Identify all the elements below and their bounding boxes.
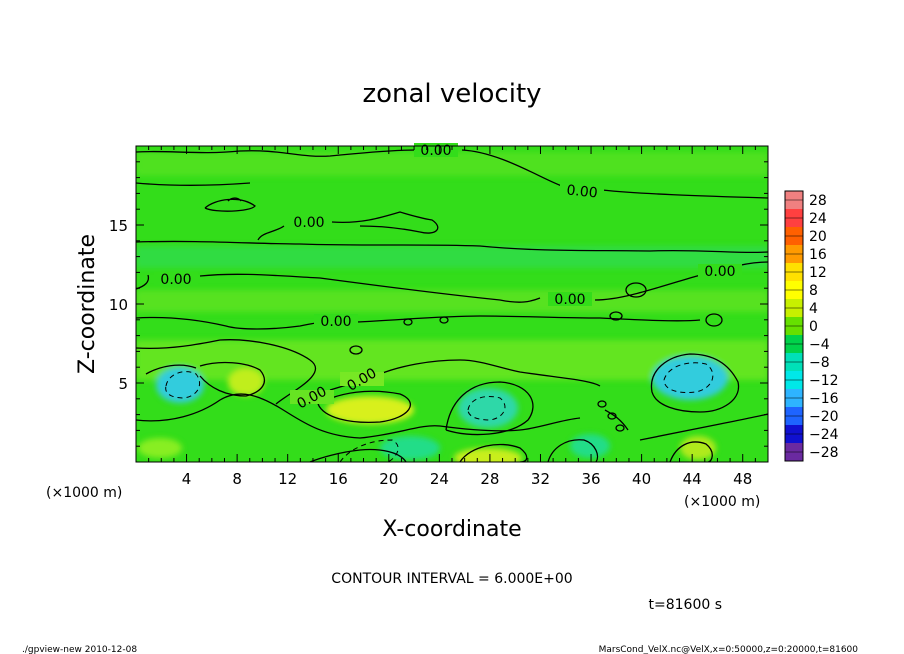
contour-label-bg-3: [287, 215, 331, 229]
x-tick-label: 12: [278, 470, 297, 488]
contour-label-group: 0.00 0.00 0.00 0.00 0.00 0.00 0.00 0.00 …: [154, 143, 742, 412]
y-axis-label: Z-coordinate: [75, 234, 100, 374]
plot-area: 0.00 0.00 0.00 0.00 0.00 0.00 0.00 0.00 …: [135, 143, 769, 463]
blob-neg-x4: [156, 367, 204, 403]
colorbar-label: 24: [809, 211, 827, 227]
contour-label-bg-5: [698, 264, 742, 278]
contour-negative-dashed: [165, 362, 714, 462]
band-mid-positive: [136, 290, 768, 312]
colorbar-label: 16: [809, 247, 827, 263]
colorbar-label: 4: [809, 301, 818, 317]
contour-label-6: 0.00: [554, 292, 585, 308]
contour-label-bg-7: [314, 314, 358, 328]
colorbar-label: 20: [809, 229, 827, 245]
blob-pos-x45-bottom: [680, 436, 716, 460]
contour-label-bg-8: [290, 390, 334, 404]
x-tick-label: 32: [531, 470, 550, 488]
x-tick-label: 36: [581, 470, 600, 488]
y-tick-label: 15: [109, 217, 128, 235]
y-axis: 5 10 15: [109, 161, 768, 447]
contour-neg-x43: [663, 362, 714, 393]
colorbar-label: −24: [809, 427, 839, 443]
colorbar-label: 12: [809, 265, 827, 281]
x-tick-label: 40: [632, 470, 651, 488]
contour-neg-bottom: [339, 439, 399, 462]
contour-zero-12: [309, 439, 599, 462]
colorbar-label: −8: [809, 355, 830, 371]
contour-zero-8: [136, 393, 768, 441]
contour-zero-3: [257, 211, 439, 241]
x-tick-label: 28: [480, 470, 499, 488]
colorbar-label: −12: [809, 373, 839, 389]
contour-label-4: 0.00: [160, 272, 191, 288]
contour-zero-1: [136, 149, 768, 199]
blob-pos-x2-bottom: [138, 438, 182, 458]
contour-label-2: 0.00: [566, 182, 599, 201]
blob-neg-x34-bottom: [570, 434, 610, 458]
blob-pos-x20: [326, 396, 414, 424]
contour-small-loops: [349, 282, 723, 432]
colorbar-label: −28: [809, 445, 839, 461]
y-tick-label: 5: [118, 375, 128, 393]
colorbar: 28 24 20 16 12 8 4 0 −4 −8 −12 −16 −20 −24 −28: [784, 190, 839, 462]
y-tick-label: 10: [109, 296, 128, 314]
colorbar-label: −4: [809, 337, 830, 353]
x-axis-label: X-coordinate: [382, 517, 521, 542]
footer-source: MarsCond_VelX.nc@VelX,x=0:50000,z=0:2000…: [599, 645, 859, 654]
contour-neg-x4: [165, 371, 200, 399]
contour-zero-10: [145, 361, 265, 397]
contour-label-1: 0.00: [420, 143, 451, 159]
colorbar-label: 28: [809, 193, 827, 209]
colorbar-label: −16: [809, 391, 839, 407]
x-tick-label: 24: [430, 470, 449, 488]
time-text: t=81600 s: [649, 597, 723, 613]
x-tick-label: 16: [329, 470, 348, 488]
blob-neg-x28: [458, 388, 518, 428]
colorbar-label: 0: [809, 319, 818, 335]
contour-label-bg-2: [560, 184, 604, 198]
x-unit-label-left: (×1000 m): [46, 485, 122, 501]
velocity-field: [136, 152, 768, 462]
x-tick-label: 20: [379, 470, 398, 488]
x-tick-label: 44: [683, 470, 702, 488]
contour-label-3: 0.00: [293, 215, 324, 231]
contour-zero-9: [317, 353, 740, 436]
contour-label-bg-6: [548, 292, 592, 306]
contour-label-7: 0.00: [320, 314, 351, 330]
x-tick-label: 4: [182, 470, 192, 488]
x-unit-label-right: (×1000 m): [684, 494, 760, 510]
contour-zero-4: [136, 240, 768, 254]
x-tick-label: 8: [232, 470, 242, 488]
colorbar-label: 8: [809, 283, 818, 299]
contour-label-5: 0.00: [704, 264, 735, 280]
blob-pos-x9: [228, 368, 264, 396]
x-tick-label: 48: [733, 470, 752, 488]
contour-label-bg-9: [340, 372, 384, 386]
contour-interval-text: CONTOUR INTERVAL = 6.000E+00: [331, 571, 572, 587]
footer-program: ./gpview-new 2010-12-08: [22, 645, 137, 654]
contour-zero-11: [459, 441, 713, 462]
chart-title: zonal velocity: [362, 79, 541, 109]
contour-zero-2: [136, 182, 256, 212]
x-axis: 4 8 12 16 20 24 28 32 36 40 44 48: [148, 146, 756, 488]
blob-neg-x43: [652, 356, 728, 400]
contour-label-bg-4: [154, 272, 198, 286]
colorbar-label: −20: [809, 409, 839, 425]
band-mid-negative: [136, 246, 768, 268]
